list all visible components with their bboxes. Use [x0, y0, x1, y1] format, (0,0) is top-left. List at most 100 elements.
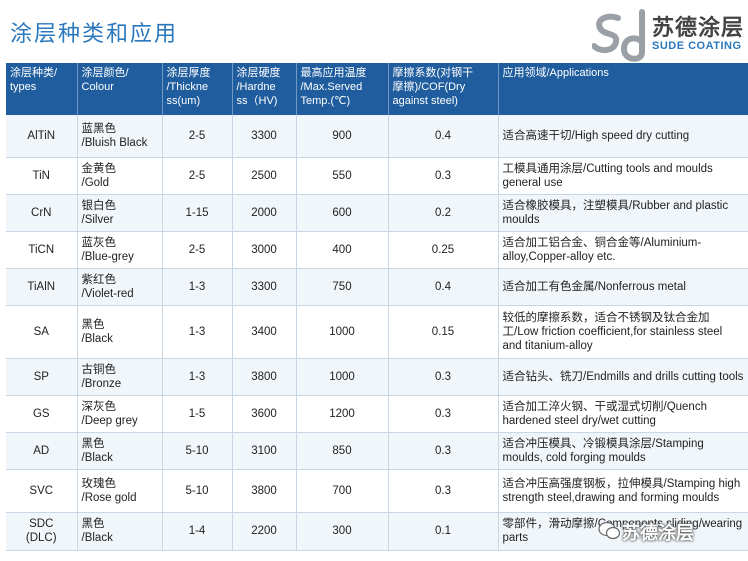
cell-thickness: 1-3 [162, 268, 233, 306]
cell-type: TiN [6, 157, 78, 195]
cell-max-temp: 700 [296, 469, 389, 513]
table-row: SVC 玫瑰色 /Rose gold 5-10 3800 700 0.3 适合冲压高强度钢板… [6, 469, 748, 513]
table-row: SA 黑色 /Black 1-3 3400 1000 0.15 较低的摩擦系数，适合不锈钢及… [6, 305, 748, 359]
cell-colour: 黑色 /Black [77, 305, 163, 359]
cell-hardness: 3800 [232, 469, 297, 513]
cell-colour: 蓝灰色 /Blue-grey [77, 231, 163, 269]
cell-application: 适合冲压模具、冷锻模具涂层/Stamping moulds, cold forg… [498, 432, 748, 470]
cell-type: TiAlN [6, 268, 78, 306]
logo-cn-text: 苏德涂层 [652, 16, 745, 41]
cell-max-temp: 900 [296, 115, 389, 158]
cell-hardness: 3600 [232, 395, 297, 433]
cell-max-temp: 300 [296, 512, 389, 551]
sd-logo-icon [592, 9, 645, 62]
cell-type: CrN [6, 194, 78, 232]
cell-application: 工模具通用涂层/Cutting tools and moulds general… [498, 157, 748, 195]
header-types: 涂层种类/ types [6, 63, 78, 115]
cell-cof: 0.4 [388, 115, 499, 158]
cell-hardness: 2200 [232, 512, 297, 551]
cell-type: GS [6, 395, 78, 433]
header-colour: 涂层颜色/ Colour [77, 63, 163, 115]
cell-hardness: 2000 [232, 194, 297, 232]
brand-logo: 苏德涂层 SUDE COATING [592, 8, 748, 66]
cell-colour: 紫红色 /Violet-red [77, 268, 163, 306]
cell-thickness: 1-4 [162, 512, 233, 551]
cell-cof: 0.3 [388, 469, 499, 513]
cell-thickness: 1-3 [162, 358, 233, 396]
cell-hardness: 3300 [232, 115, 297, 158]
cell-application: 适合橡胶模具，注塑模具/Rubber and plastic moulds [498, 194, 748, 232]
cell-max-temp: 600 [296, 194, 389, 232]
cell-max-temp: 850 [296, 432, 389, 470]
cell-application: 适合高速干切/High speed dry cutting [498, 115, 748, 158]
cell-cof: 0.2 [388, 194, 499, 232]
cell-cof: 0.25 [388, 231, 499, 269]
header-thickness: 涂层厚度 /Thickne ss(um) [162, 63, 233, 115]
cell-type: SA [6, 305, 78, 359]
cell-thickness: 2-5 [162, 157, 233, 195]
table-row: TiN 金黄色 /Gold 2-5 2500 550 0.3 工模具通用涂层/Cutting… [6, 157, 748, 195]
cell-max-temp: 1000 [296, 358, 389, 396]
table-row: AD 黑色 /Black 5-10 3100 850 0.3 适合冲压模具、冷锻模具涂层/S… [6, 432, 748, 470]
coating-table-container: 涂层种类/ types 涂层颜色/ Colour 涂层厚度 /Thickne s… [6, 63, 748, 561]
cell-colour: 蓝黑色 /Bluish Black [77, 115, 163, 158]
header-applications: 应用领域/Applications [498, 63, 748, 115]
cell-colour: 银白色 /Silver [77, 194, 163, 232]
cell-type: SVC [6, 469, 78, 513]
cell-colour: 玫瑰色 /Rose gold [77, 469, 163, 513]
cell-hardness: 3400 [232, 305, 297, 359]
wechat-icon [598, 521, 620, 540]
cell-thickness: 1-15 [162, 194, 233, 232]
table-row: TiAlN 紫红色 /Violet-red 1-3 3300 750 0.4 适合加工有色金… [6, 268, 748, 306]
cell-cof: 0.4 [388, 268, 499, 306]
cell-colour: 深灰色 /Deep grey [77, 395, 163, 433]
cell-application: 适合冲压高强度钢板，拉伸模具/Stamping high strength st… [498, 469, 748, 513]
cell-application: 适合加工有色金属/Nonferrous metal [498, 268, 748, 306]
coating-table: 涂层种类/ types 涂层颜色/ Colour 涂层厚度 /Thickne s… [6, 63, 748, 551]
cell-type: TiCN [6, 231, 78, 269]
cell-hardness: 2500 [232, 157, 297, 195]
table-row: TiCN 蓝灰色 /Blue-grey 2-5 3000 400 0.25 适合加工铝合金、… [6, 231, 748, 269]
cell-thickness: 5-10 [162, 432, 233, 470]
cell-application: 零部件，滑动摩擦/Components sliding/wearing part… [498, 512, 748, 551]
cell-thickness: 2-5 [162, 231, 233, 269]
table-row: SDC (DLC) 黑色 /Black 1-4 2200 300 0.1 零部件，滑动摩擦/… [6, 512, 748, 551]
cell-type: AlTiN [6, 115, 78, 158]
cell-application: 适合加工淬火钢、干或湿式切削/Quench hardened steel dry… [498, 395, 748, 433]
cell-hardness: 3800 [232, 358, 297, 396]
cell-max-temp: 1000 [296, 305, 389, 359]
cell-type: SDC (DLC) [6, 512, 78, 551]
cell-hardness: 3100 [232, 432, 297, 470]
cell-application: 适合钻头、铣刀/Endmills and drills cutting tool… [498, 358, 748, 396]
cell-cof: 0.3 [388, 358, 499, 396]
cell-max-temp: 400 [296, 231, 389, 269]
cell-application: 适合加工铝合金、铜合金等/Aluminium-alloy,Copper-allo… [498, 231, 748, 269]
logo-en-text: SUDE COATING [652, 40, 742, 52]
cell-max-temp: 550 [296, 157, 389, 195]
cell-colour: 黑色 /Black [77, 512, 163, 551]
cell-colour: 金黄色 /Gold [77, 157, 163, 195]
cell-thickness: 1-3 [162, 305, 233, 359]
cell-thickness: 1-5 [162, 395, 233, 433]
cell-cof: 0.3 [388, 395, 499, 433]
cell-colour: 黑色 /Black [77, 432, 163, 470]
cell-type: SP [6, 358, 78, 396]
cell-cof: 0.3 [388, 432, 499, 470]
header-hardness: 涂层硬度 /Hardne ss（HV) [232, 63, 297, 115]
cell-application: 较低的摩擦系数，适合不锈钢及钛合金加工/Low friction coeffic… [498, 305, 748, 359]
table-row: SP 古铜色 /Bronze 1-3 3800 1000 0.3 适合钻头、铣刀/Endmi… [6, 358, 748, 396]
page-title: 涂层种类和应用 [10, 22, 179, 47]
cell-cof: 0.15 [388, 305, 499, 359]
cell-hardness: 3000 [232, 231, 297, 269]
cell-thickness: 2-5 [162, 115, 233, 158]
cell-hardness: 3300 [232, 268, 297, 306]
header-cof: 摩擦系数(对钢干 摩擦)/COF(Dry against steel) [388, 63, 499, 115]
cell-type: AD [6, 432, 78, 470]
table-row: GS 深灰色 /Deep grey 1-5 3600 1200 0.3 适合加工淬火钢、干或… [6, 395, 748, 433]
cell-thickness: 5-10 [162, 469, 233, 513]
watermark-text: 苏德涂层 [622, 523, 694, 544]
cell-colour: 古铜色 /Bronze [77, 358, 163, 396]
cell-max-temp: 750 [296, 268, 389, 306]
table-row: CrN 银白色 /Silver 1-15 2000 600 0.2 适合橡胶模具，注塑模具/… [6, 194, 748, 232]
header-max-temp: 最高应用温度 /Max.Served Temp.(℃) [296, 63, 389, 115]
